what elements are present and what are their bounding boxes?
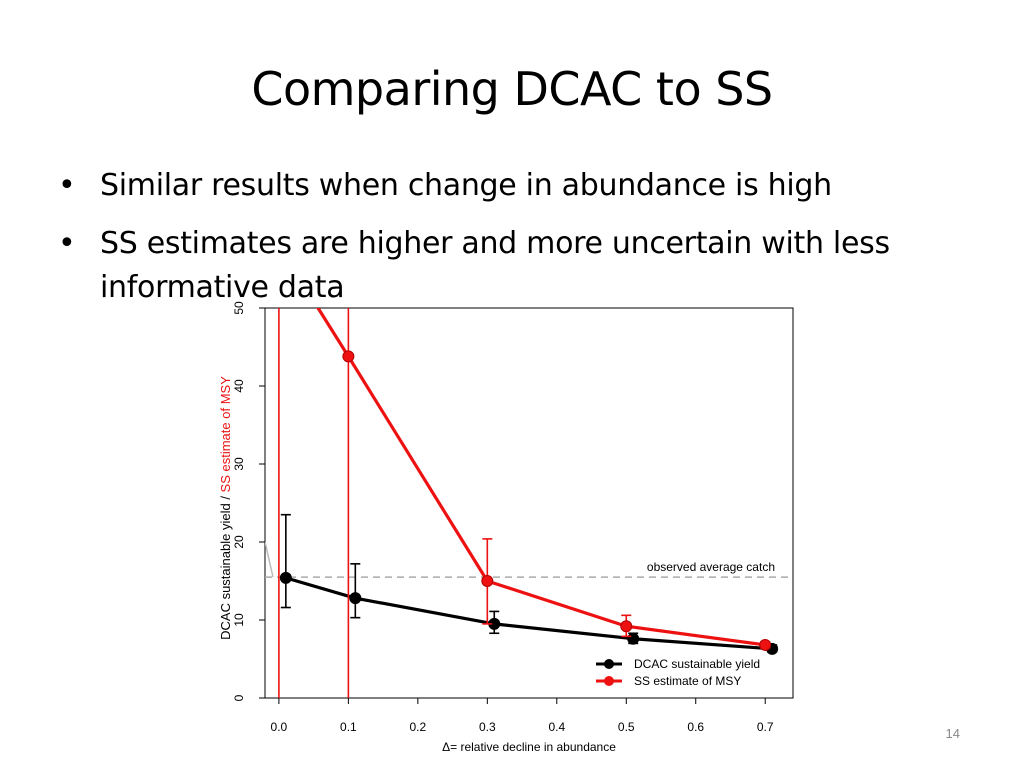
dcac-series	[279, 513, 779, 655]
x-tick-label: 0.2	[409, 720, 426, 734]
reference-line-label: observed average catch	[647, 560, 775, 574]
x-tick-label: 0.6	[687, 720, 704, 734]
dcac-series-point	[627, 632, 640, 645]
x-tick-label: 0.4	[548, 720, 565, 734]
plot-frame	[264, 307, 794, 699]
ss-series-line	[316, 308, 766, 647]
y-axis-label-separator: /	[218, 492, 233, 503]
bullet-item: Similar results when change in abundance…	[58, 164, 988, 208]
dcac-series-point	[279, 571, 292, 584]
legend-label: SS estimate of MSY	[634, 674, 741, 688]
dcac-series-point	[349, 592, 362, 605]
ss-series-point	[620, 620, 633, 633]
y-axis-label-dcac: DCAC sustainable yield	[218, 503, 233, 640]
bullet-text: Similar results when change in abundance…	[100, 168, 832, 203]
y-tick-label: 40	[232, 379, 246, 393]
bullet-text: SS estimates are higher and more uncerta…	[100, 226, 890, 305]
ss-series	[273, 240, 772, 698]
x-axis-label: Δ= relative decline in abundance	[442, 740, 616, 754]
y-tick-label: 10	[232, 613, 246, 627]
slide-title: Comparing DCAC to SS	[251, 62, 773, 116]
reference-connector	[265, 541, 274, 578]
y-tick-label: 30	[232, 457, 246, 471]
x-tick-label: 0.7	[757, 720, 774, 734]
ss-series-point	[481, 575, 494, 587]
ss-series-point	[273, 240, 284, 251]
slide-number: 14	[945, 726, 960, 741]
ss-series-point	[759, 638, 772, 651]
x-tick-label: 0.3	[479, 720, 496, 734]
legend-swatch-point	[604, 659, 614, 669]
legend-swatch-point	[604, 676, 614, 686]
x-tick-label: 0.0	[271, 720, 288, 734]
dcac-series-line	[285, 576, 773, 651]
y-tick-label: 50	[232, 301, 246, 315]
legend-label: DCAC sustainable yield	[634, 657, 760, 671]
x-tick-label: 0.1	[340, 720, 357, 734]
ss-series-point	[342, 350, 355, 363]
y-axis-label-ss: SS estimate of MSY	[218, 376, 233, 493]
plot-area	[265, 240, 793, 698]
y-tick-label: 0	[232, 694, 246, 701]
y-tick-label: 20	[232, 535, 246, 549]
bullet-item: SS estimates are higher and more uncerta…	[58, 222, 988, 310]
bullet-list: Similar results when change in abundance…	[58, 164, 988, 324]
x-tick-label: 0.5	[618, 720, 635, 734]
y-axis-label: DCAC sustainable yield / SS estimate of …	[218, 376, 233, 640]
